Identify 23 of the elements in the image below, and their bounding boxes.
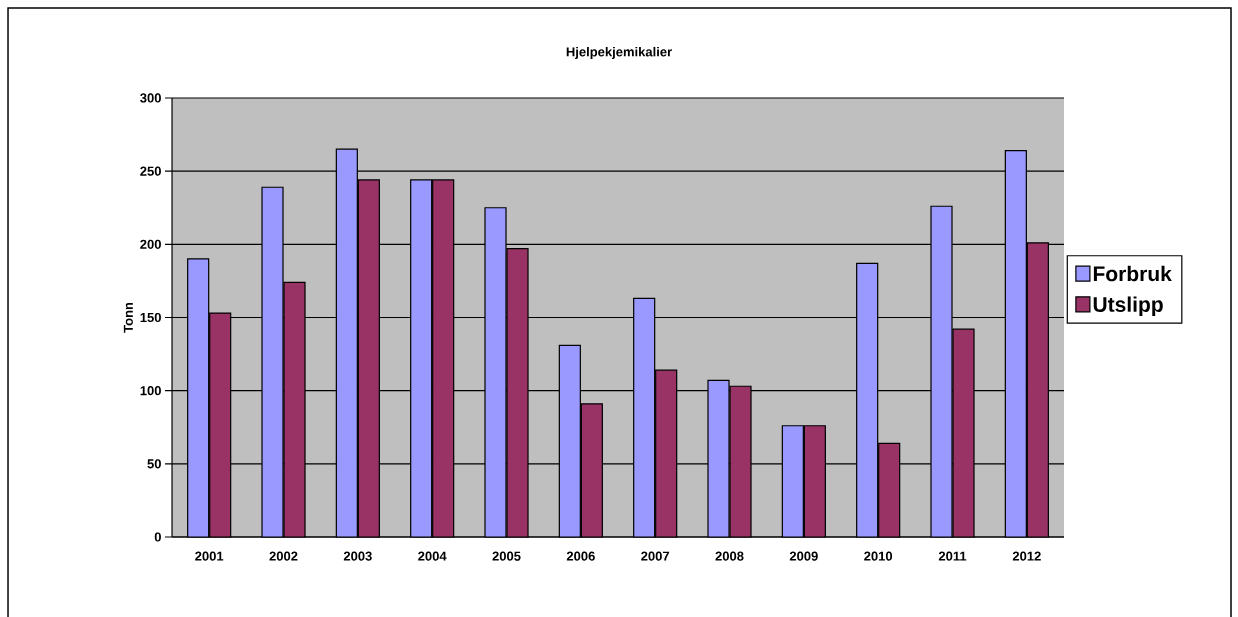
x-tick-label: 2004 — [418, 551, 447, 561]
x-tick-label: 2012 — [1012, 551, 1041, 561]
y-axis-title: Tonn — [123, 302, 133, 333]
x-tick-label: 2011 — [938, 551, 967, 561]
x-tick-label: 2005 — [492, 551, 521, 561]
y-tick-label: 200 — [140, 239, 161, 249]
x-tick-label: 2009 — [789, 551, 818, 561]
x-tick-label: 2010 — [864, 551, 893, 561]
x-tick-label: 2002 — [269, 551, 298, 561]
x-tick-label: 2001 — [195, 551, 224, 561]
x-tick-label: 2003 — [343, 551, 372, 561]
x-tick-label: 2008 — [715, 551, 744, 561]
y-tick-label: 300 — [140, 93, 161, 103]
legend-label: Forbruk — [1093, 265, 1172, 282]
y-tick-label: 0 — [154, 532, 161, 542]
x-tick-label: 2006 — [566, 551, 595, 561]
y-tick-label: 100 — [140, 386, 161, 396]
y-tick-label: 50 — [147, 459, 161, 469]
chart-title: Hjelpekjemikalier — [566, 46, 672, 60]
y-tick-label: 250 — [140, 166, 161, 176]
x-tick-label: 2007 — [641, 551, 670, 561]
y-tick-label: 150 — [140, 312, 161, 323]
legend-label: Utslipp — [1093, 296, 1163, 317]
